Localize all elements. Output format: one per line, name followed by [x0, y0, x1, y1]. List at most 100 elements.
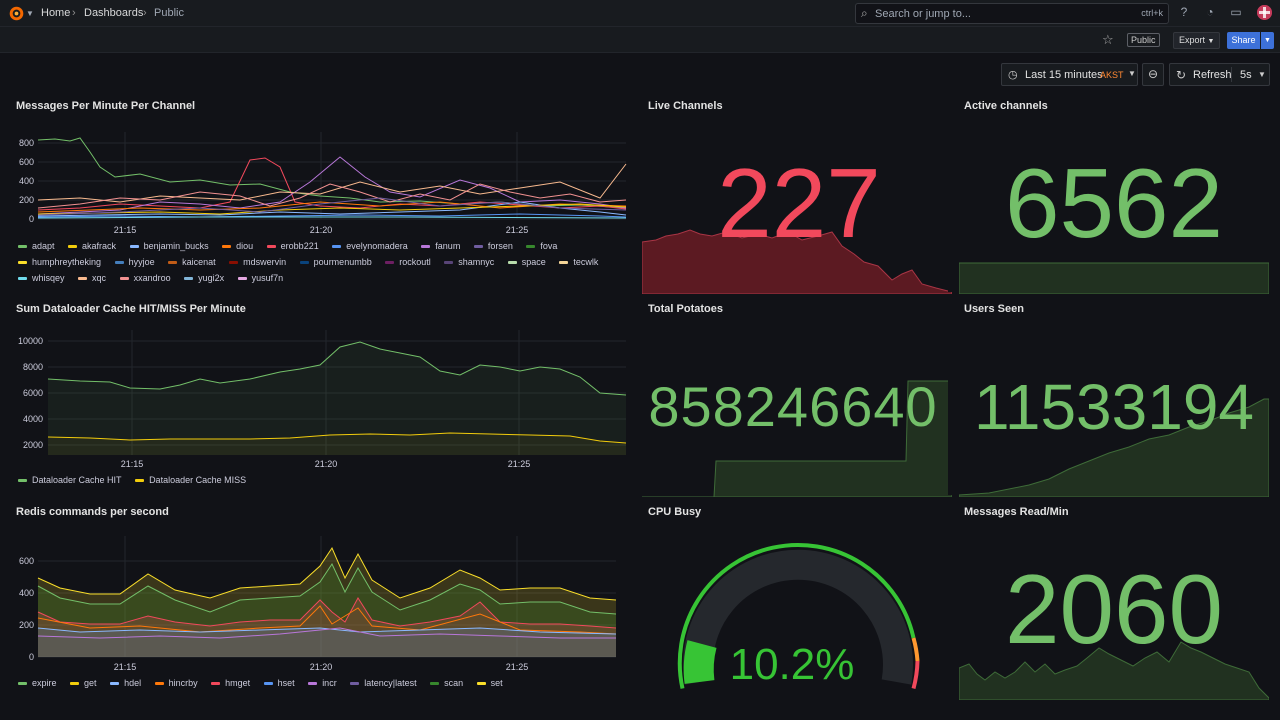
timezone-badge: AKST [1100, 70, 1124, 80]
legend-item[interactable]: evelynomadera [332, 238, 408, 254]
legend-item[interactable]: hincrby [154, 675, 198, 691]
y-tick: 2000 [23, 440, 43, 450]
legend-item[interactable]: hmget [211, 675, 250, 691]
legend-item[interactable]: pourmenumbb [299, 254, 372, 270]
sparkline [959, 641, 1269, 700]
legend-item[interactable]: mdswervin [229, 254, 286, 270]
legend-swatch [168, 261, 178, 265]
legend-item[interactable]: space [507, 254, 546, 270]
user-avatar[interactable] [1257, 5, 1272, 20]
legend-item[interactable]: benjamin_bucks [129, 238, 209, 254]
legend-item[interactable]: rockoutl [385, 254, 431, 270]
grafana-logo-icon[interactable] [8, 5, 25, 22]
export-label: Export [1179, 35, 1206, 45]
time-range-picker[interactable]: ◷ Last 15 minutes AKST ▼ [1001, 63, 1138, 86]
legend-item[interactable]: fanum [421, 238, 460, 254]
legend-item[interactable]: forsen [473, 238, 513, 254]
legend-item[interactable]: tecwlk [559, 254, 598, 270]
sparkline [642, 380, 952, 497]
panel-redis-commands[interactable]: Redis commands per second 600 400 200 0 … [0, 498, 636, 698]
legend-item[interactable]: scan [430, 675, 463, 691]
legend-item[interactable]: adapt [18, 238, 55, 254]
legend-item[interactable]: humphreytheking [18, 254, 101, 270]
series-line [37, 183, 627, 209]
help-icon[interactable]: ? [1180, 5, 1188, 19]
y-tick: 800 [19, 138, 34, 148]
chevron-down-icon[interactable]: ▼ [26, 9, 34, 18]
refresh-button[interactable]: Refresh [1193, 69, 1232, 81]
legend-item[interactable]: hset [263, 675, 295, 691]
search-shortcut: ctrl+k [1141, 8, 1163, 18]
stat-value: 227 [717, 148, 881, 258]
legend-item[interactable]: expire [18, 675, 57, 691]
panel-dataloader-cache[interactable]: Sum Dataloader Cache HIT/MISS Per Minute… [0, 295, 636, 495]
legend-item[interactable]: diou [222, 238, 253, 254]
legend-swatch [18, 245, 27, 249]
legend-item[interactable]: yusuf7n [237, 270, 283, 286]
legend-item[interactable]: get [70, 675, 97, 691]
monitor-icon[interactable]: ▭ [1230, 5, 1242, 19]
legend-item[interactable]: hdel [110, 675, 141, 691]
breadcrumb-dashboards[interactable]: Dashboards [84, 7, 144, 19]
legend-swatch [559, 261, 569, 265]
rss-icon[interactable]: ◔ [1206, 5, 1214, 19]
breadcrumb-home[interactable]: Home [41, 7, 71, 19]
legend-swatch [308, 682, 318, 686]
export-button[interactable]: Export ▼ [1173, 32, 1220, 49]
panel-active-channels[interactable]: Active channels 6562 [948, 92, 1272, 294]
share-button[interactable]: Share [1227, 32, 1260, 49]
series-area [48, 433, 626, 455]
legend-item[interactable]: shamnyc [444, 254, 494, 270]
legend-item[interactable]: akafrack [68, 238, 116, 254]
legend-swatch [154, 682, 164, 686]
refresh-interval[interactable]: 5s [1240, 69, 1252, 81]
legend-item[interactable]: incr [308, 675, 337, 691]
legend-label: adapt [32, 241, 55, 251]
legend: expire get hdel hincrby hmget hset incr … [18, 675, 628, 691]
legend-item[interactable]: xqc [78, 270, 106, 286]
panel-title: Messages Read/Min [964, 506, 1069, 518]
share-dropdown-button[interactable]: ▼ [1261, 32, 1274, 49]
panel-live-channels[interactable]: Live Channels 227 [632, 92, 952, 294]
legend-item[interactable]: xxandroo [119, 270, 171, 286]
star-icon[interactable]: ☆ [1102, 32, 1114, 47]
panel-users-seen[interactable]: Users Seen 11533194 [948, 295, 1272, 497]
x-tick: 21:15 [121, 459, 144, 469]
legend-item[interactable]: Dataloader Cache MISS [135, 472, 246, 488]
panel-cpu-busy[interactable]: CPU Busy 10.2% [632, 498, 952, 698]
legend-swatch [119, 277, 129, 281]
legend-label: hincrby [168, 678, 198, 688]
panel-messages-read[interactable]: Messages Read/Min 2060 [948, 498, 1272, 700]
legend-item[interactable]: fova [526, 238, 557, 254]
search-placeholder: Search or jump to... [875, 8, 971, 20]
legend-swatch [18, 682, 27, 686]
legend-item[interactable]: yugi2x [184, 270, 224, 286]
legend: Dataloader Cache HIT Dataloader Cache MI… [18, 472, 628, 488]
dashboard-toolbar: ☆ Public Export ▼ Share ▼ [0, 27, 1280, 53]
legend-swatch [476, 682, 486, 686]
zoom-out-icon: ⊖ [1147, 67, 1159, 81]
panel-messages-per-minute[interactable]: Messages Per Minute Per Channel 800 600 … [0, 92, 636, 292]
legend-swatch [135, 479, 145, 483]
series-area [38, 628, 616, 657]
refresh-picker[interactable]: ↻ Refresh 5s ▼ [1169, 63, 1270, 86]
legend-label: hmget [225, 678, 251, 688]
legend-item[interactable]: whisqey [18, 270, 65, 286]
legend-item[interactable]: kaicenat [168, 254, 216, 270]
gauge-track [683, 549, 913, 685]
legend-label: akafrack [82, 241, 117, 251]
legend-item[interactable]: erobb221 [266, 238, 319, 254]
legend-item[interactable]: hyyjoe [114, 254, 155, 270]
panel-total-potatoes[interactable]: Total Potatoes 858246640 [632, 295, 952, 497]
legend-item[interactable]: set [476, 675, 503, 691]
breadcrumb-separator-icon: › [72, 7, 76, 19]
legend-item[interactable]: latency|latest [350, 675, 417, 691]
legend-label: fova [540, 241, 558, 251]
legend-swatch [332, 245, 342, 249]
search-input[interactable]: ⌕ Search or jump to... ctrl+k [855, 3, 1169, 24]
series-area [48, 342, 626, 455]
redis-chart: 600 400 200 0 21:15 21:20 21:25 [19, 536, 617, 672]
clock-icon: ◷ [1008, 69, 1018, 81]
zoom-out-button[interactable]: ⊖ [1142, 63, 1164, 86]
legend-item[interactable]: Dataloader Cache HIT [18, 472, 122, 488]
